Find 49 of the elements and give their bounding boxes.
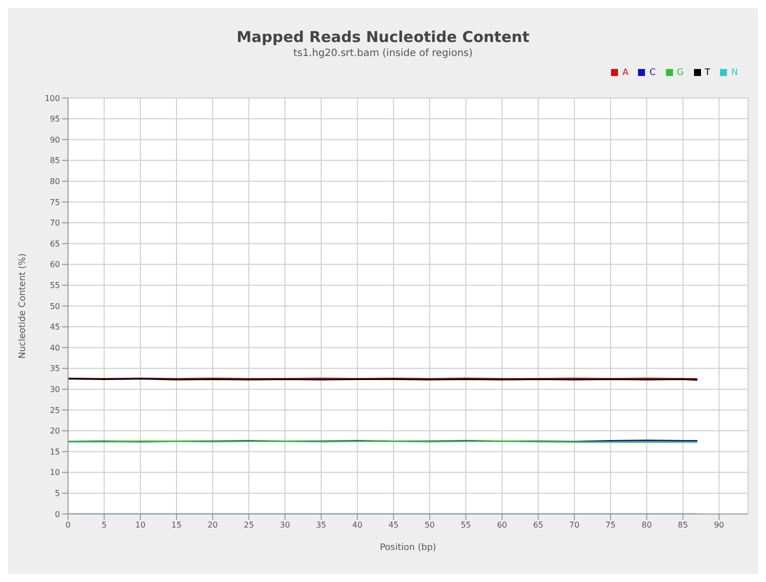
x-tick-label: 70 <box>569 520 580 530</box>
legend-label: G <box>676 68 684 78</box>
x-tick-label: 5 <box>102 520 107 530</box>
y-tick-label: 85 <box>50 156 60 166</box>
y-tick-label: 15 <box>50 447 60 456</box>
legend-label: A <box>622 68 628 78</box>
x-tick-label: 25 <box>244 520 254 530</box>
x-tick-label: 85 <box>678 520 688 530</box>
legend-label: C <box>649 68 656 78</box>
x-tick-label: 50 <box>424 520 435 530</box>
legend-label: N <box>731 68 738 78</box>
legend-label: T <box>704 68 710 78</box>
y-tick-label: 65 <box>50 239 60 248</box>
y-tick-label: 100 <box>44 94 60 103</box>
y-tick-label: 10 <box>50 468 60 478</box>
y-tick-label: 55 <box>50 281 60 290</box>
x-tick-label: 0 <box>65 520 71 530</box>
x-tick-label: 15 <box>171 520 182 530</box>
x-tick-label: 90 <box>714 520 724 530</box>
y-tick-label: 90 <box>50 135 60 144</box>
y-tick-label: 45 <box>50 322 60 332</box>
y-tick-label: 75 <box>50 198 60 207</box>
x-axis-title: Position (bp) <box>380 543 436 553</box>
x-tick-label: 35 <box>316 520 326 530</box>
y-tick-label: 95 <box>50 114 60 124</box>
y-tick-label: 5 <box>54 489 60 498</box>
x-tick-label: 75 <box>605 520 616 530</box>
y-tick-label: 80 <box>50 177 60 186</box>
y-axis-title: Nucleotide Content (%) <box>18 253 28 359</box>
y-tick-label: 40 <box>50 343 60 352</box>
x-tick-label: 10 <box>135 520 146 530</box>
x-tick-label: 40 <box>352 520 362 530</box>
y-tick-label: 25 <box>50 406 60 415</box>
y-tick-label: 0 <box>54 510 60 519</box>
x-tick-label: 80 <box>642 520 652 530</box>
chart-title: Mapped Reads Nucleotide Content <box>236 28 530 46</box>
x-tick-label: 20 <box>208 520 218 530</box>
x-tick-label: 65 <box>533 520 544 530</box>
y-tick-label: 60 <box>50 260 60 270</box>
y-tick-label: 70 <box>50 218 60 228</box>
y-tick-label: 50 <box>50 302 60 311</box>
x-tick-label: 60 <box>496 520 508 530</box>
x-tick-label: 55 <box>460 520 471 530</box>
y-tick-label: 30 <box>50 385 60 394</box>
y-tick-label: 20 <box>50 426 60 436</box>
chart-subtitle: ts1.hg20.srt.bam (inside of regions) <box>292 48 474 59</box>
x-tick-label: 30 <box>280 520 290 530</box>
y-tick-label: 35 <box>50 364 60 374</box>
x-tick-label: 45 <box>388 520 399 530</box>
